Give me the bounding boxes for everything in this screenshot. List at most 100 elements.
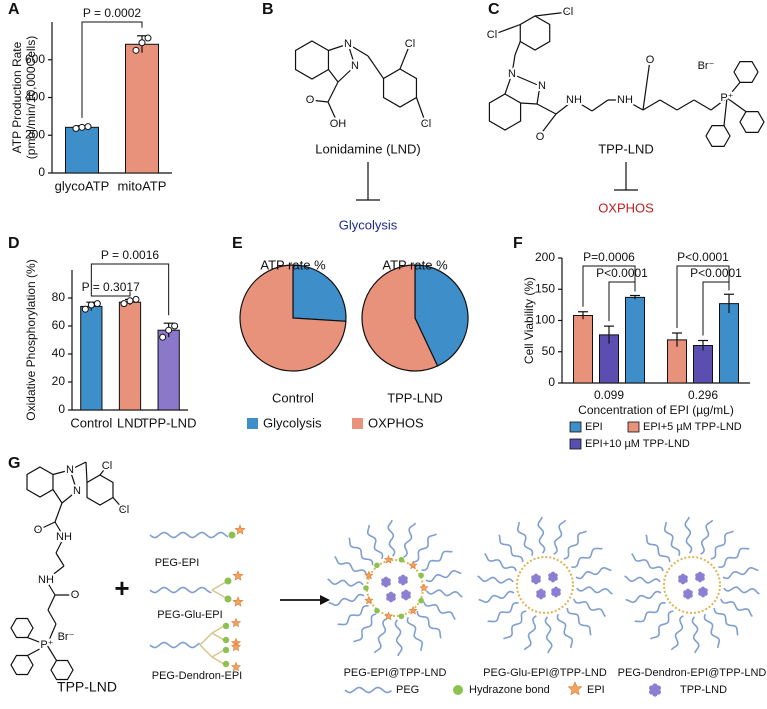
peg-chain: [337, 604, 369, 626]
peg-chain: [373, 618, 387, 654]
significance-bracket: [81, 21, 143, 118]
tpp-dot: [388, 598, 394, 603]
micelle-label: PEG-Dendron-EPI@TPP-LND: [618, 667, 767, 679]
pie-slice: [361, 264, 439, 372]
significance-bracket: [676, 265, 730, 328]
arrowhead: [320, 595, 330, 605]
peg-chain: [403, 522, 417, 558]
peg-chain: [720, 598, 753, 617]
peg-chain: [713, 607, 739, 636]
epi-star: [232, 596, 244, 607]
peg-chain: [691, 616, 700, 654]
pie-slice: [239, 264, 347, 372]
pie-slice: [292, 264, 347, 322]
atom-label: P⁺: [720, 92, 733, 104]
peg-chain: [328, 593, 365, 607]
tpp-dot: [652, 683, 658, 689]
atom-label: Cl: [421, 118, 431, 130]
bond: [726, 82, 741, 99]
bond: [327, 69, 339, 83]
tpp-dot: [383, 576, 389, 581]
tpp-dot: [538, 595, 544, 600]
peg-chain: [487, 601, 519, 623]
bar: [125, 43, 159, 174]
bond: [399, 43, 411, 70]
p-value: P<0.0001: [677, 250, 729, 264]
ring: [50, 659, 74, 681]
hydrazone-dot: [418, 597, 424, 604]
ring: [733, 61, 759, 83]
data-point: [72, 124, 80, 132]
compound-name: TPP-LND: [598, 141, 654, 156]
bar: [693, 345, 713, 384]
bond: [693, 99, 712, 111]
peg-chain: [413, 533, 437, 563]
bond: [511, 54, 516, 75]
significance-bracket: [608, 281, 636, 322]
epi-star: [230, 617, 242, 628]
micelle-label: PEG-EPI@TPP-LND: [344, 667, 447, 679]
tpp-dot: [553, 593, 559, 598]
bond: [85, 461, 88, 483]
y-axis-label: Oxidative Phosphorylation (%): [24, 259, 38, 420]
legend-label: Hydrazone bond: [469, 684, 550, 696]
bond: [112, 497, 125, 511]
linker: [199, 644, 213, 658]
peg-chain: [421, 550, 453, 572]
epi-star: [230, 661, 242, 672]
p-value: P=0.0006: [583, 250, 635, 264]
p-value: P<0.0001: [596, 266, 648, 280]
pie-slice: [414, 264, 469, 367]
epi-star: [419, 583, 429, 592]
data-point: [132, 295, 140, 303]
peg-chain: [544, 616, 553, 654]
peg-chain: [650, 610, 674, 640]
bond: [347, 43, 369, 57]
data-point: [126, 297, 134, 305]
bond: [511, 73, 541, 87]
epi-star: [364, 595, 374, 605]
peg-chain: [634, 601, 666, 623]
atom-label: NH: [56, 531, 72, 543]
atom-label: N: [344, 38, 352, 50]
peg-chain: [406, 616, 424, 651]
tpp-dot: [680, 580, 686, 585]
x-tick-label: glycoATP: [55, 178, 110, 193]
significance-bracket: [582, 265, 636, 307]
peg-chain: [366, 525, 384, 560]
peg-chain: [575, 566, 612, 580]
x-tick-label: LND: [117, 415, 143, 430]
polymer-label: PEG-Dendron-EPI: [152, 670, 242, 682]
target-label: Glycolysis: [339, 217, 398, 232]
peg-chain: [703, 613, 721, 648]
atom-label: OH: [330, 118, 347, 130]
peg-chain: [684, 516, 693, 554]
panel-label: B: [262, 1, 274, 18]
peg-chain: [327, 578, 364, 587]
bond: [327, 101, 339, 125]
peg-chain: [503, 610, 527, 640]
atom-label: N: [351, 60, 359, 72]
bar: [80, 305, 103, 411]
y-tick-label: 200: [25, 127, 45, 141]
compound-name: TPP-LND: [57, 679, 117, 695]
peg-chain: [353, 613, 377, 643]
bond: [723, 97, 728, 126]
y-tick-label: 0: [548, 375, 555, 389]
hydrazone-dot: [418, 572, 424, 579]
bond: [337, 65, 356, 83]
micelle-core: [516, 556, 574, 614]
p-value: P<0.0001: [690, 266, 742, 280]
p-value: P = 0.3017: [82, 280, 140, 294]
legend-swatch: [352, 418, 363, 429]
bond: [45, 565, 65, 581]
bond: [415, 97, 427, 125]
tpp-dot: [700, 586, 706, 591]
tpp-dot: [697, 578, 703, 583]
bond: [710, 97, 728, 111]
epi-star: [234, 524, 246, 535]
bond: [46, 644, 58, 661]
bond: [328, 43, 349, 52]
peg-chain: [631, 553, 664, 572]
bar: [719, 303, 739, 384]
